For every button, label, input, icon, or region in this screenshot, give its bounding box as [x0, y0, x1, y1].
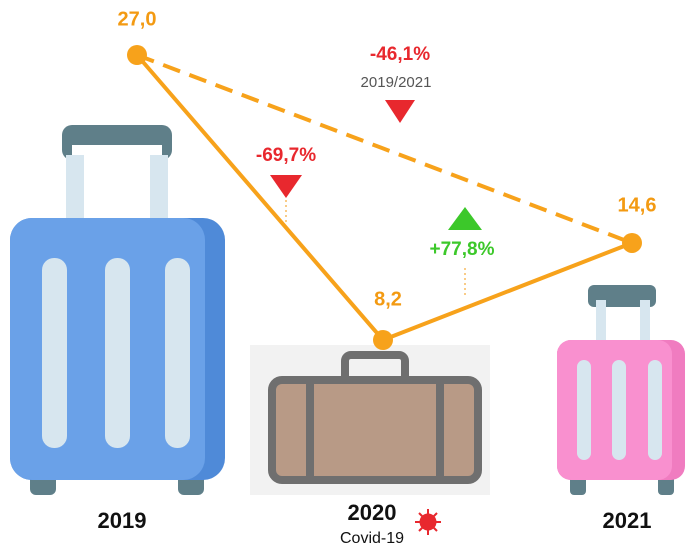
category-label: 2020	[348, 500, 397, 525]
up-arrow	[448, 207, 482, 230]
briefcase-2020	[250, 345, 490, 495]
suitcase-2021	[557, 285, 685, 495]
point	[622, 232, 642, 253]
down-arrow	[270, 175, 302, 198]
trend-line	[136, 53, 633, 245]
value-label: 8,2	[374, 288, 402, 310]
category-label: 2021	[603, 508, 652, 533]
down-arrow	[385, 100, 415, 123]
change-label: -69,7%	[256, 145, 316, 166]
point	[127, 45, 147, 65]
period-label: 2019/2021	[361, 74, 432, 91]
point	[373, 330, 393, 350]
category-label: 2019	[98, 508, 147, 533]
value-label: 27,0	[118, 8, 157, 30]
change-label: +77,8%	[430, 239, 495, 260]
change-label: -46,1%	[370, 44, 430, 65]
value-label: 14,6	[618, 194, 657, 216]
covid-note: Covid-19	[340, 530, 404, 547]
suitcase-2019	[10, 125, 225, 495]
virus-icon	[415, 509, 441, 535]
